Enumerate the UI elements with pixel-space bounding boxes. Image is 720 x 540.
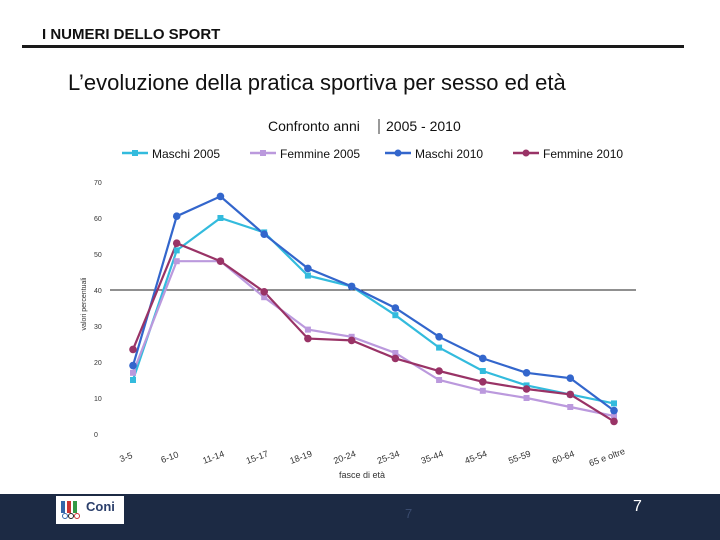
x-tick-label: 60-64 [551, 449, 576, 466]
data-point [216, 192, 225, 201]
data-point [436, 377, 443, 383]
data-point [173, 247, 180, 254]
data-point [567, 404, 574, 410]
header-rule [22, 45, 684, 48]
data-point [435, 367, 443, 375]
x-tick-label: 18-19 [288, 449, 313, 466]
data-point [304, 334, 312, 343]
series-line [131, 216, 615, 405]
data-point [479, 378, 487, 386]
data-point [173, 258, 180, 265]
y-tick-label: 30 [94, 324, 102, 331]
x-tick-label: 25-34 [376, 449, 401, 466]
data-point [391, 354, 400, 363]
data-point [610, 417, 618, 426]
data-point [347, 336, 356, 345]
x-tick-label: 65 e oltre [588, 446, 627, 468]
y-tick-label: 10 [94, 396, 102, 403]
data-point [304, 326, 311, 333]
data-point [391, 304, 400, 312]
data-point [436, 344, 443, 351]
data-point [304, 264, 312, 273]
y-tick-label: 20 [94, 360, 102, 367]
data-point [216, 257, 225, 266]
x-tick-label: 45-54 [463, 449, 488, 466]
y-tick-label: 40 [94, 288, 102, 295]
x-axis-label: fasce di età [339, 470, 385, 480]
data-point [260, 230, 268, 238]
data-point [566, 390, 575, 399]
x-tick-label: 35-44 [420, 449, 445, 466]
legend-entry: Maschi 2010 [385, 147, 483, 161]
data-point [522, 369, 531, 377]
y-axis-label: valori percentuali [81, 277, 88, 330]
x-tick-label: 55-59 [507, 449, 532, 466]
legend-label: Femmine 2005 [280, 147, 360, 161]
page-number-small: 7 [405, 506, 413, 521]
series-line [131, 241, 615, 423]
y-tick-label: 60 [94, 216, 102, 223]
series-line [131, 195, 615, 412]
data-point [610, 406, 618, 415]
data-point [172, 212, 181, 220]
data-point [129, 345, 137, 354]
y-tick-label: 50 [94, 252, 102, 259]
data-point [304, 272, 311, 279]
data-point [479, 368, 486, 374]
line-chart: Confronto anni 2005 - 2010 Maschi 2005 Fem… [81, 118, 636, 480]
data-point [347, 282, 356, 291]
slide-title: L’evoluzione della pratica sportiva per … [68, 70, 566, 95]
x-tick-label: 6-10 [160, 449, 180, 465]
data-point [172, 239, 181, 247]
chart-title-right: 2005 - 2010 [386, 118, 461, 134]
data-point [130, 377, 136, 383]
data-point [566, 374, 575, 383]
data-point [130, 369, 136, 376]
page-number: 7 [633, 498, 642, 515]
legend-entry: Femmine 2005 [250, 147, 360, 161]
data-point [611, 413, 617, 419]
data-point [392, 312, 399, 319]
data-point [435, 333, 443, 341]
series-line [131, 260, 615, 418]
legend-label: Femmine 2010 [543, 147, 623, 161]
legend-entry: Femmine 2010 [513, 147, 623, 161]
data-point [479, 387, 486, 394]
data-point [392, 350, 399, 356]
coni-logo-icon [61, 501, 80, 519]
y-tick-label: 70 [94, 180, 102, 187]
section-title: I NUMERI DELLO SPORT [42, 26, 221, 43]
x-tick-label: 20-24 [332, 449, 357, 466]
coni-logo-text: Coni [86, 499, 115, 514]
x-tick-label: 11-14 [201, 449, 225, 466]
data-point [523, 395, 530, 401]
data-point [479, 354, 487, 363]
legend-label: Maschi 2010 [415, 147, 483, 161]
data-point [261, 294, 268, 301]
data-point [611, 400, 617, 407]
data-point [129, 361, 137, 370]
legend-label: Maschi 2005 [152, 147, 220, 161]
legend-entry: Maschi 2005 [122, 147, 220, 161]
chart-title-left: Confronto anni [268, 118, 360, 134]
x-tick-label: 15-17 [245, 449, 270, 466]
y-tick-label: 0 [94, 432, 98, 439]
data-point [260, 288, 268, 296]
data-point [217, 215, 224, 221]
data-point [522, 385, 531, 393]
x-tick-label: 3-5 [118, 450, 134, 464]
